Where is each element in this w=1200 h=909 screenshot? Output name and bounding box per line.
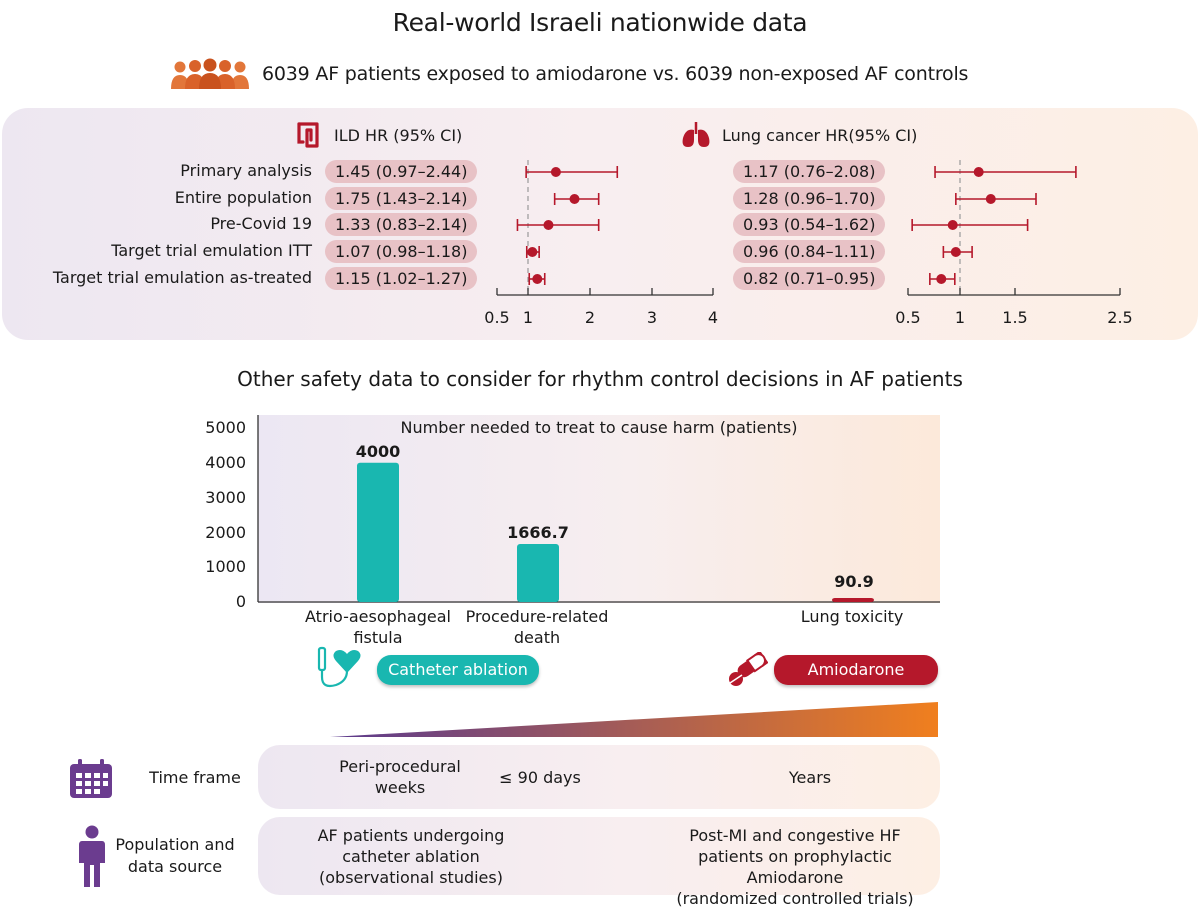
section-title: Other safety data to consider for rhythm…	[237, 367, 963, 391]
bar-value-label: 4000	[355, 442, 401, 461]
x-tick-label: 3	[647, 308, 657, 327]
ild-value-pill: 1.75 (1.43–2.14)	[325, 187, 478, 210]
point-estimate	[985, 194, 996, 204]
time-frame-years: Years	[788, 768, 832, 787]
lung-value-pill: 0.93 (0.54–1.62)	[733, 213, 886, 236]
point-estimate	[550, 167, 561, 177]
y-tick-label: 0	[235, 592, 246, 611]
y-tick-label: 1000	[205, 557, 246, 576]
timeline-gradient-wedge	[330, 702, 938, 737]
point-estimate	[527, 247, 538, 257]
bar-value-label: 90.9	[834, 572, 874, 591]
page-title: Real-world Israeli nationwide data	[392, 8, 808, 37]
person-icon	[79, 825, 105, 887]
point-estimate	[569, 194, 580, 204]
row-label-itt: Target trial emulation ITT	[111, 241, 312, 260]
point-estimate	[936, 274, 947, 284]
population-label: Population and data source	[115, 835, 235, 876]
lung-value-pill: 0.96 (0.84–1.11)	[733, 240, 886, 263]
time-frame-90-days: ≤ 90 days	[499, 768, 581, 787]
people-group-icon	[171, 58, 249, 89]
catheter-heart-icon	[317, 646, 361, 688]
lungs-icon	[682, 122, 710, 147]
x-tick-label: 1.5	[1002, 308, 1027, 327]
bar	[832, 598, 874, 602]
calendar-icon	[70, 759, 112, 798]
pills-icon	[729, 652, 768, 686]
row-label-as-treated: Target trial emulation as-treated	[52, 268, 312, 287]
x-category-label: Procedure-related death	[465, 607, 609, 647]
bar-chart	[257, 415, 940, 603]
time-frame-peri-procedural: Peri-procedural weeks	[339, 757, 461, 797]
bar	[517, 543, 559, 602]
point-estimate	[973, 167, 984, 177]
lung-value-pill: 0.82 (0.71–0.95)	[733, 267, 886, 290]
point-estimate	[950, 247, 961, 257]
point-estimate	[543, 220, 554, 230]
subtitle: 6039 AF patients exposed to amiodarone v…	[262, 63, 969, 85]
lung-cancer-header: Lung cancer HR(95% CI)	[722, 126, 918, 145]
ild-header: ILD HR (95% CI)	[334, 126, 463, 145]
amiodarone-tag: Amiodarone	[774, 655, 938, 685]
population-amiodarone-trials: Post-MI and congestive HF patients on pro…	[676, 826, 914, 908]
x-tick-label: 4	[708, 308, 718, 327]
ild-value-pill: 1.45 (0.97–2.44)	[325, 160, 478, 183]
population-ablation-studies: AF patients undergoing catheter ablation(…	[317, 826, 505, 887]
bar-chart-title: Number needed to treat to cause harm (pa…	[400, 418, 798, 437]
x-category-label: Atrio-aesophageal fistula	[305, 607, 451, 647]
forest-plots: 0.5 1 2 3 4 0.5 1 1.5 2.5	[484, 160, 1133, 327]
y-tick-label: 2000	[205, 523, 246, 542]
point-estimate	[532, 274, 543, 284]
ild-value-pill: 1.33 (0.83–2.14)	[325, 213, 478, 236]
time-frame-label: Time frame	[149, 768, 241, 787]
intestine-icon	[297, 122, 319, 148]
x-tick-label: 1	[955, 308, 965, 327]
row-label-precovid: Pre-Covid 19	[210, 214, 312, 233]
catheter-ablation-tag: Catheter ablation	[377, 655, 539, 685]
ild-value-pill: 1.15 (1.02–1.27)	[325, 267, 478, 290]
x-tick-label: 0.5	[484, 308, 509, 327]
x-tick-label: 1	[523, 308, 533, 327]
x-tick-label: 2	[585, 308, 595, 327]
lung-value-pill: 1.28 (0.96–1.70)	[733, 187, 886, 210]
population-box	[258, 817, 940, 895]
point-estimate	[947, 220, 958, 230]
row-label-primary: Primary analysis	[180, 161, 312, 180]
bar-value-label: 1666.7	[507, 523, 569, 542]
ild-value-pill: 1.07 (0.98–1.18)	[325, 240, 478, 263]
y-tick-label: 3000	[205, 488, 246, 507]
row-label-entire: Entire population	[174, 188, 312, 207]
lung-value-pill: 1.17 (0.76–2.08)	[733, 160, 886, 183]
bar	[357, 462, 399, 602]
time-frame-box	[258, 745, 940, 809]
x-tick-label: 2.5	[1107, 308, 1132, 327]
forest-plot-panel	[2, 108, 1198, 340]
x-category-label: Lung toxicity	[800, 607, 904, 626]
y-tick-label: 4000	[205, 453, 246, 472]
x-tick-label: 0.5	[895, 308, 920, 327]
y-tick-label: 5000	[205, 418, 246, 437]
